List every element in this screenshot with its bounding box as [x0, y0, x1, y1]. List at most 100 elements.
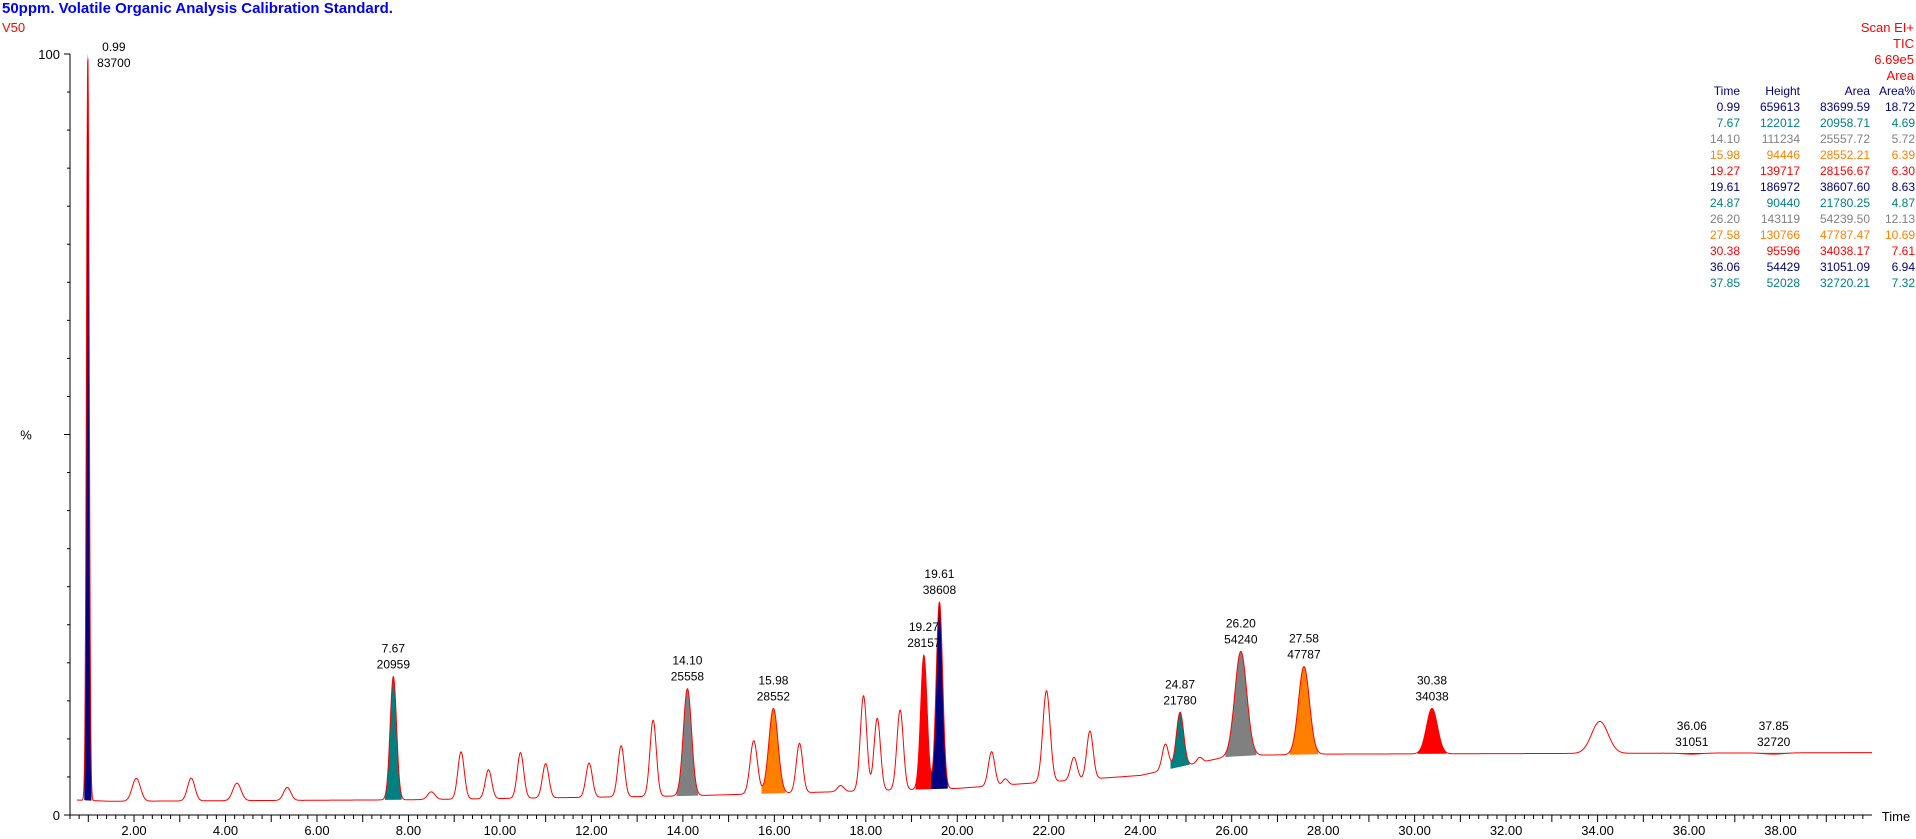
peak-table-row: 26.20 143119 54239.50 12.13: [1690, 211, 1915, 227]
peak-height-cell: 186972: [1759, 180, 1800, 194]
x-tick-label: 14.00: [667, 823, 700, 838]
peak-area-pct-cell: 4.87: [1891, 196, 1915, 210]
peak-height-cell: 659613: [1759, 100, 1800, 114]
peak-area-label: 34038: [1415, 689, 1449, 703]
peak-area-label: 20959: [377, 657, 411, 671]
x-tick-label: 12.00: [575, 823, 608, 838]
peak-time-cell: 19.27: [1709, 164, 1740, 178]
peak-area-pct-cell: 12.13: [1884, 212, 1915, 226]
scan-mode-label: Scan EI+: [1860, 20, 1914, 35]
peak-area-label: 21780: [1163, 693, 1197, 707]
x-tick-label: 22.00: [1032, 823, 1065, 838]
peak-area-cell: 25557.72: [1819, 132, 1870, 146]
peak-time-cell: 36.06: [1709, 260, 1740, 274]
peak-area-pct-cell: 7.32: [1891, 276, 1915, 290]
peak-area-pct-cell: 10.69: [1884, 228, 1915, 242]
max-intensity-label: 6.69e5: [1874, 52, 1914, 67]
peak-time-cell: 24.87: [1709, 196, 1740, 210]
x-tick-label: 28.00: [1307, 823, 1340, 838]
x-tick-label: 24.00: [1124, 823, 1157, 838]
y-tick-label: 0: [53, 808, 60, 823]
peak-area-cell: 32720.21: [1819, 276, 1870, 290]
peak-area-pct-cell: 6.94: [1891, 260, 1915, 274]
x-tick-label: 34.00: [1581, 823, 1614, 838]
x-tick-label: 6.00: [304, 823, 329, 838]
trace-type-label: TIC: [1893, 36, 1914, 51]
peak-area-pct-cell: 18.72: [1884, 100, 1915, 114]
peak-area-cell: 28552.21: [1819, 148, 1870, 162]
peak-height-cell: 139717: [1759, 164, 1800, 178]
peak-height-cell: 130766: [1759, 228, 1800, 242]
peak-table-row: 7.67 122012 20958.71 4.69: [1690, 115, 1915, 131]
peak-time-cell: 14.10: [1709, 132, 1740, 146]
x-tick-label: 4.00: [213, 823, 238, 838]
peak-time-label: 19.61: [924, 567, 954, 581]
peak-time-cell: 27.58: [1709, 228, 1740, 242]
peak-area-fill: [1289, 666, 1319, 755]
x-axis-label: Time: [1882, 809, 1910, 824]
column-header-height: Height: [1765, 84, 1800, 98]
peak-area-pct-cell: 6.39: [1891, 148, 1915, 162]
peak-area-fill: [676, 688, 699, 797]
sample-name: V50: [2, 20, 26, 35]
integration-mode-label: Area: [1886, 68, 1914, 83]
peak-table-row: 19.61 186972 38607.60 8.63: [1690, 179, 1915, 195]
peak-table-row: 30.38 95596 34038.17 7.61: [1690, 243, 1915, 259]
peak-area-fill: [1170, 712, 1190, 769]
peak-height-cell: 52028: [1766, 276, 1800, 290]
column-header-time: Time: [1713, 84, 1740, 98]
peak-height-cell: 90440: [1766, 196, 1800, 210]
peak-area-cell: 20958.71: [1819, 116, 1870, 130]
x-tick-label: 26.00: [1215, 823, 1248, 838]
peak-time-label: 19.27: [909, 620, 939, 634]
peak-height-cell: 111234: [1761, 132, 1800, 146]
peak-table-body: 0.99 659613 83699.59 18.72 7.67 122012 20958.7…: [1690, 99, 1915, 291]
peak-time-label: 26.20: [1226, 616, 1256, 630]
peak-table-row: 36.06 54429 31051.09 6.94: [1690, 259, 1915, 275]
peak-area-label: 38608: [923, 583, 957, 597]
peak-time-cell: 37.85: [1709, 276, 1740, 290]
peak-area-cell: 83699.59: [1819, 100, 1870, 114]
peak-area-label: 28157: [907, 636, 941, 650]
peak-area-fill: [1417, 708, 1447, 754]
peak-height-cell: 143119: [1760, 212, 1800, 226]
peak-area-label: 54240: [1224, 632, 1258, 646]
peak-area-cell: 38607.60: [1819, 180, 1870, 194]
x-tick-label: 18.00: [850, 823, 883, 838]
peak-area-label: 83700: [97, 56, 131, 70]
x-tick-label: 32.00: [1490, 823, 1523, 838]
peak-area-cell: 31051.09: [1819, 260, 1870, 274]
peak-table-row: 14.10 111234 25557.72 5.72: [1690, 131, 1915, 147]
peak-time-cell: 30.38: [1709, 244, 1740, 258]
tic-trace-line: [76, 58, 1872, 802]
peak-area-label: 31051: [1675, 735, 1709, 749]
peak-area-cell: 54239.50: [1819, 212, 1870, 226]
peak-height-cell: 122012: [1759, 116, 1800, 130]
peak-table-header-row: Time Height Area Area%: [1690, 83, 1915, 99]
peak-table-row: 24.87 90440 21780.25 4.87: [1690, 195, 1915, 211]
peak-area-cell: 28156.67: [1819, 164, 1870, 178]
x-tick-label: 8.00: [396, 823, 421, 838]
peak-time-label: 0.99: [102, 40, 126, 54]
x-tick-label: 36.00: [1673, 823, 1706, 838]
peak-area-label: 47787: [1287, 648, 1321, 662]
peak-time-cell: 26.20: [1709, 212, 1740, 226]
x-tick-label: 16.00: [758, 823, 791, 838]
peak-height-cell: 95596: [1766, 244, 1800, 258]
peak-time-label: 24.87: [1165, 677, 1195, 691]
peak-table-row: 15.98 94446 28552.21 6.39: [1690, 147, 1915, 163]
peak-table-row: 0.99 659613 83699.59 18.72: [1690, 99, 1915, 115]
peak-area-label: 25558: [671, 670, 705, 684]
peak-table: Time Height Area Area% 0.99 659613 83699.5…: [1690, 83, 1915, 291]
peak-time-label: 30.38: [1417, 673, 1447, 687]
peak-height-cell: 94446: [1766, 148, 1800, 162]
y-axis-label: %: [20, 428, 32, 443]
peak-time-cell: 0.99: [1716, 100, 1740, 114]
peak-area-fill: [915, 655, 933, 790]
x-tick-label: 2.00: [121, 823, 146, 838]
peak-time-label: 14.10: [672, 654, 702, 668]
chart-title: 50ppm. Volatile Organic Analysis Calibra…: [2, 0, 393, 17]
peak-area-pct-cell: 6.30: [1891, 164, 1915, 178]
peak-area-fill: [385, 676, 402, 800]
